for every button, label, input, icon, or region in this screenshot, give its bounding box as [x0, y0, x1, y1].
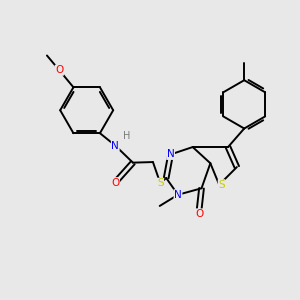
Text: H: H [123, 131, 130, 141]
Text: N: N [174, 190, 182, 200]
Text: S: S [218, 180, 225, 190]
Text: O: O [111, 178, 119, 188]
Text: N: N [111, 141, 119, 151]
Text: O: O [55, 65, 63, 75]
Text: O: O [195, 209, 203, 219]
Text: N: N [167, 149, 175, 159]
Text: S: S [157, 178, 164, 188]
